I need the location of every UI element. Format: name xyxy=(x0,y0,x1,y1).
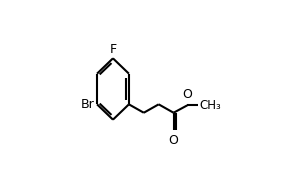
Text: F: F xyxy=(110,43,117,56)
Text: O: O xyxy=(169,134,178,147)
Text: O: O xyxy=(182,88,192,101)
Text: Br: Br xyxy=(81,98,95,111)
Text: CH₃: CH₃ xyxy=(200,99,222,112)
